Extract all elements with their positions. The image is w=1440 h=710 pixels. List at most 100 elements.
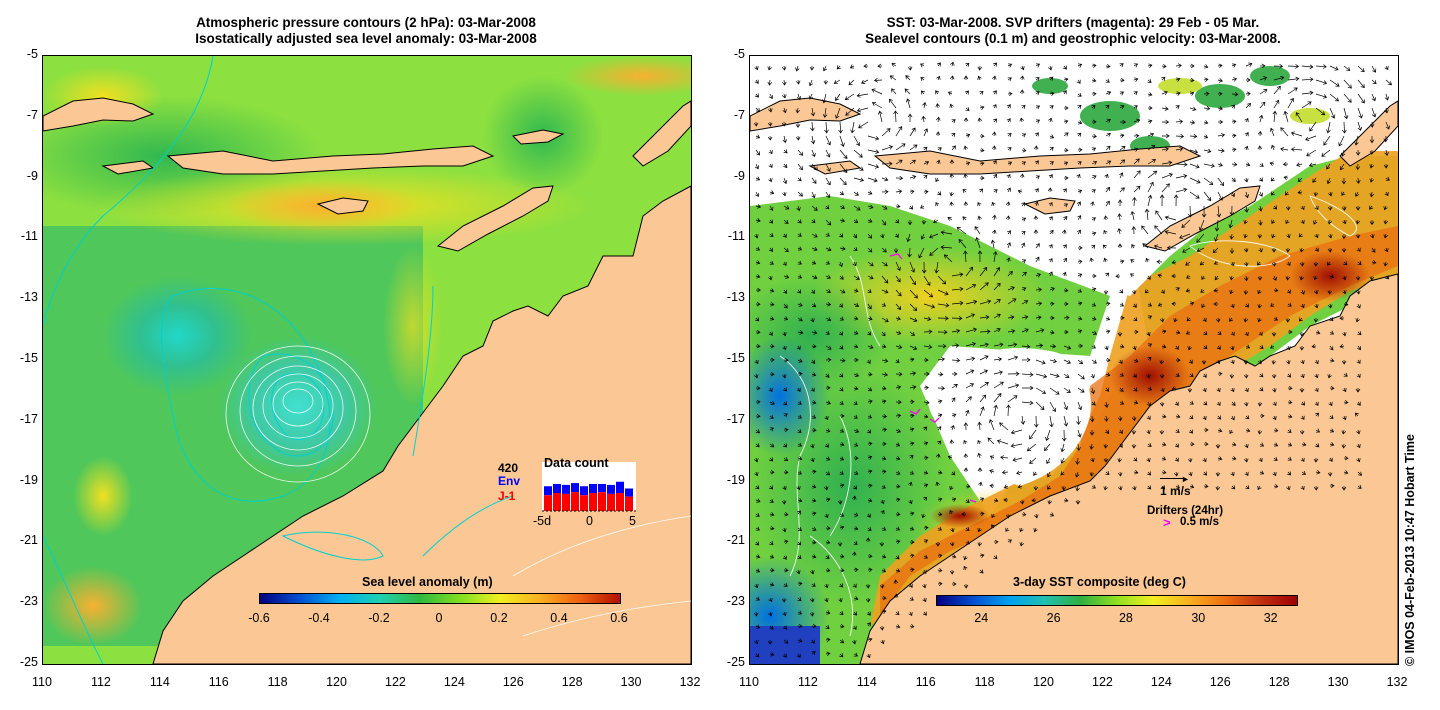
velocity-arrow xyxy=(1119,172,1124,179)
data-count-env-bar xyxy=(571,483,579,493)
velocity-arrow xyxy=(1033,471,1038,476)
velocity-arrow xyxy=(1314,205,1319,211)
velocity-arrow xyxy=(867,553,873,559)
velocity-arrow xyxy=(1200,288,1205,293)
right-y-tick: -7 xyxy=(733,107,745,122)
velocity-arrow xyxy=(920,233,925,240)
velocity-arrow xyxy=(1105,301,1111,307)
velocity-arrow xyxy=(1105,357,1111,363)
velocity-arrow xyxy=(895,555,900,560)
right-x-tick: 126 xyxy=(1209,675,1231,689)
velocity-arrow xyxy=(825,525,831,531)
velocity-arrow xyxy=(755,541,760,546)
velocity-arrow xyxy=(949,103,954,109)
velocity-arrow xyxy=(949,541,955,547)
velocity-arrow xyxy=(1035,401,1045,411)
velocity-arrow xyxy=(894,233,899,238)
velocity-arrow xyxy=(1229,289,1234,295)
velocity-arrow xyxy=(853,330,859,335)
velocity-arrow xyxy=(782,485,787,491)
velocity-arrow xyxy=(825,554,830,560)
velocity-arrow xyxy=(1258,177,1263,182)
velocity-arrow xyxy=(782,93,787,99)
velocity-arrow xyxy=(880,499,885,505)
velocity-arrow xyxy=(1287,302,1292,307)
velocity-arrow xyxy=(1286,485,1291,491)
velocity-arrow xyxy=(1300,457,1305,462)
velocity-arrow xyxy=(1031,497,1037,503)
velocity-arrow xyxy=(937,343,947,349)
velocity-arrow xyxy=(1231,485,1236,490)
velocity-arrow xyxy=(999,422,1009,431)
velocity-arrow xyxy=(1203,77,1209,83)
velocity-arrow xyxy=(908,205,914,210)
velocity-arrow xyxy=(1174,443,1179,448)
velocity-arrow xyxy=(1305,135,1317,141)
velocity-arrow xyxy=(993,189,998,194)
velocity-arrow xyxy=(839,358,846,363)
data-count-number: 420 xyxy=(498,461,519,475)
velocity-arrow xyxy=(1342,219,1347,225)
velocity-arrow xyxy=(1187,457,1193,463)
velocity-arrow xyxy=(1198,219,1205,231)
velocity-arrow xyxy=(1131,244,1136,249)
velocity-arrow xyxy=(923,496,928,501)
velocity-arrow xyxy=(1300,219,1305,225)
velocity-arrow xyxy=(1188,205,1193,218)
velocity-arrow xyxy=(1245,344,1251,349)
velocity-arrow xyxy=(834,107,841,119)
velocity-arrow xyxy=(1272,387,1277,393)
velocity-arrow xyxy=(977,117,983,123)
velocity-arrow xyxy=(951,471,956,476)
velocity-arrow xyxy=(895,289,902,297)
velocity-arrow xyxy=(810,457,815,463)
velocity-arrow xyxy=(1035,256,1040,263)
velocity-arrow xyxy=(782,107,787,114)
right-x-tick: 132 xyxy=(1386,675,1408,689)
velocity-arrow xyxy=(977,75,982,81)
velocity-arrow xyxy=(867,204,874,209)
velocity-arrow xyxy=(1203,120,1209,125)
velocity-arrow xyxy=(937,440,942,445)
velocity-arrow xyxy=(1007,371,1020,377)
velocity-arrow xyxy=(1287,456,1292,461)
velocity-arrow xyxy=(1287,76,1300,82)
velocity-arrow xyxy=(769,582,775,587)
velocity-arrow xyxy=(1244,443,1249,449)
velocity-arrow xyxy=(907,65,913,71)
velocity-arrow xyxy=(1077,273,1083,278)
velocity-arrow xyxy=(1147,145,1156,151)
velocity-arrow xyxy=(825,428,831,433)
velocity-arrow xyxy=(1341,205,1347,211)
right-y-tick: -5 xyxy=(733,47,745,61)
velocity-arrow xyxy=(963,583,969,589)
velocity-arrow xyxy=(1244,205,1249,213)
velocity-arrow xyxy=(1021,372,1034,377)
velocity-arrow xyxy=(992,160,997,165)
velocity-arrow xyxy=(1203,345,1208,350)
velocity-arrow xyxy=(993,313,1001,319)
velocity-arrow xyxy=(1063,147,1069,153)
velocity-arrow xyxy=(1340,149,1346,157)
velocity-arrow xyxy=(1217,106,1224,111)
velocity-arrow xyxy=(895,568,901,573)
velocity-arrow xyxy=(783,289,788,294)
velocity-arrow xyxy=(1021,147,1027,153)
velocity-arrow xyxy=(1006,104,1011,109)
velocity-arrow xyxy=(839,525,845,530)
velocity-arrow xyxy=(769,457,774,462)
velocity-arrow xyxy=(1021,357,1031,363)
data-count-xtick: -5d xyxy=(533,514,552,528)
velocity-arrow xyxy=(881,161,893,166)
velocity-arrow xyxy=(1355,233,1361,239)
velocity-arrow xyxy=(839,470,844,475)
velocity-arrow xyxy=(1119,344,1125,349)
velocity-arrow xyxy=(1146,429,1151,435)
velocity-arrow xyxy=(1285,205,1291,211)
velocity-arrow xyxy=(1049,229,1054,235)
velocity-arrow xyxy=(921,261,927,274)
velocity-arrow xyxy=(1133,77,1139,82)
velocity-arrow xyxy=(1203,163,1215,168)
velocity-arrow xyxy=(1357,345,1361,351)
velocity-arrow xyxy=(852,583,857,588)
